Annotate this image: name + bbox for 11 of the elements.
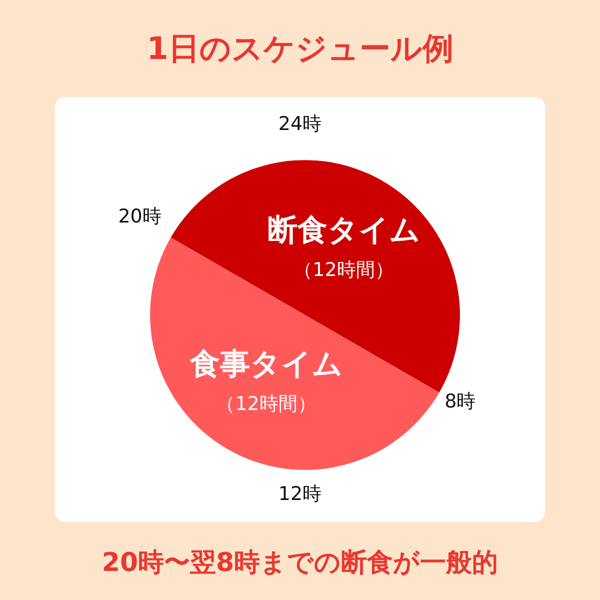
- text: 8時: [444, 390, 476, 413]
- text: 12時: [278, 483, 322, 506]
- slice-label: 断食タイム: [267, 212, 420, 248]
- chart-title: 1日のスケジュール例: [146, 30, 454, 69]
- pie-slice: [170, 160, 460, 392]
- data-label: （12時間）: [294, 258, 394, 281]
- text: 20時: [118, 206, 162, 228]
- text: 24時: [278, 113, 322, 136]
- data-label: （12時間）: [216, 393, 316, 416]
- text: 20時〜翌8時までの断食が一般的: [100, 547, 500, 580]
- slice-label: 食事タイム: [188, 347, 343, 382]
